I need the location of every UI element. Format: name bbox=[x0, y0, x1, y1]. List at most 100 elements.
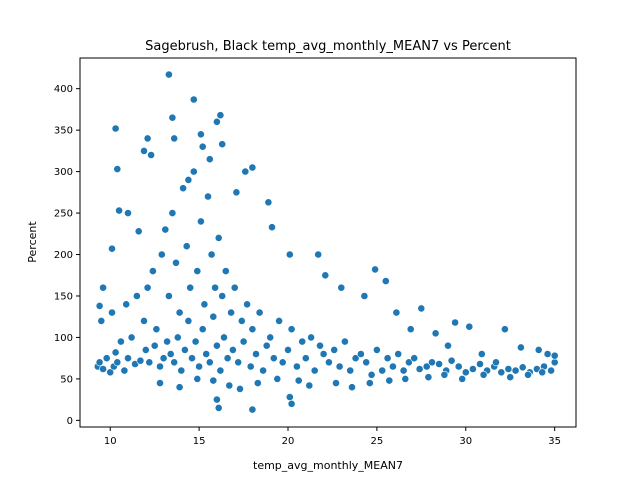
data-point bbox=[234, 358, 243, 367]
data-point bbox=[406, 325, 415, 334]
data-point bbox=[204, 192, 212, 201]
data-point bbox=[264, 198, 273, 207]
data-point bbox=[164, 70, 173, 79]
data-point bbox=[140, 146, 148, 155]
data-point bbox=[157, 250, 166, 259]
data-point bbox=[168, 209, 177, 217]
data-point bbox=[351, 354, 360, 363]
data-point bbox=[252, 350, 260, 358]
data-point bbox=[253, 379, 262, 387]
data-point bbox=[246, 362, 255, 371]
data-point bbox=[248, 405, 257, 414]
data-point bbox=[168, 113, 177, 122]
data-point bbox=[99, 365, 107, 373]
data-point bbox=[237, 316, 246, 325]
data-point bbox=[124, 209, 132, 217]
data-point bbox=[404, 358, 413, 367]
data-point bbox=[517, 343, 525, 352]
data-point bbox=[534, 345, 543, 354]
data-point bbox=[113, 358, 122, 367]
data-point bbox=[468, 365, 477, 373]
data-point bbox=[193, 267, 202, 275]
x-tick-label: 20 bbox=[282, 436, 295, 447]
data-point bbox=[170, 134, 179, 143]
data-point bbox=[243, 300, 251, 309]
data-point bbox=[492, 358, 500, 367]
data-point bbox=[102, 354, 111, 363]
y-tick-label: 0 bbox=[67, 416, 73, 427]
data-point bbox=[182, 242, 191, 251]
data-point bbox=[218, 140, 227, 149]
x-tick-label: 15 bbox=[193, 436, 206, 447]
data-point bbox=[164, 292, 173, 300]
data-point bbox=[367, 370, 376, 379]
data-point bbox=[186, 283, 195, 292]
data-point bbox=[120, 366, 129, 375]
data-point bbox=[95, 358, 104, 367]
data-point bbox=[232, 188, 241, 197]
data-point bbox=[458, 374, 467, 383]
data-point bbox=[284, 345, 292, 354]
data-point bbox=[230, 283, 239, 292]
data-point bbox=[500, 325, 509, 334]
data-point bbox=[124, 354, 132, 363]
data-point bbox=[152, 325, 161, 334]
data-point bbox=[401, 374, 410, 383]
data-point bbox=[362, 358, 371, 367]
x-tick-label: 10 bbox=[104, 436, 117, 447]
data-point bbox=[332, 379, 340, 387]
data-point bbox=[184, 175, 193, 184]
data-point bbox=[447, 356, 456, 365]
data-point bbox=[122, 300, 131, 309]
data-point bbox=[205, 155, 214, 164]
data-point bbox=[294, 376, 303, 385]
data-point bbox=[239, 337, 248, 346]
data-point bbox=[221, 267, 230, 275]
data-point bbox=[266, 333, 275, 342]
data-point bbox=[159, 354, 168, 363]
data-point bbox=[301, 354, 310, 363]
x-axis: 10 15 20 25 30 35 bbox=[104, 427, 561, 447]
data-point bbox=[145, 358, 154, 367]
data-point bbox=[275, 316, 283, 325]
y-axis: 0 50 100 150 200 250 300 350 400 bbox=[54, 84, 80, 427]
data-point bbox=[236, 384, 244, 393]
data-point bbox=[298, 337, 307, 346]
data-point bbox=[356, 350, 365, 358]
data-point bbox=[424, 373, 433, 382]
data-point bbox=[207, 250, 216, 259]
data-point bbox=[223, 354, 232, 363]
data-point bbox=[461, 368, 470, 377]
data-point bbox=[148, 267, 157, 275]
data-point bbox=[321, 271, 330, 280]
data-point bbox=[136, 356, 145, 365]
data-point bbox=[268, 223, 276, 232]
data-point bbox=[255, 308, 264, 317]
data-point bbox=[163, 337, 171, 346]
data-point bbox=[248, 325, 257, 334]
data-point bbox=[248, 163, 257, 172]
data-point bbox=[179, 184, 187, 193]
data-point bbox=[188, 354, 196, 363]
data-point bbox=[479, 370, 488, 379]
data-point bbox=[214, 233, 223, 242]
data-point bbox=[287, 325, 296, 334]
data-point bbox=[196, 217, 205, 226]
data-point bbox=[175, 308, 184, 317]
data-point bbox=[550, 351, 559, 360]
data-point bbox=[220, 333, 228, 342]
data-point bbox=[177, 366, 186, 375]
data-point bbox=[189, 95, 198, 104]
data-point bbox=[385, 376, 394, 385]
data-point bbox=[365, 379, 374, 387]
data-point bbox=[381, 277, 390, 285]
data-point bbox=[440, 370, 449, 379]
data-point bbox=[307, 333, 315, 342]
data-point bbox=[198, 325, 207, 334]
data-point bbox=[173, 333, 182, 342]
y-tick-label: 50 bbox=[60, 374, 73, 385]
data-point bbox=[140, 316, 148, 325]
data-point bbox=[543, 350, 552, 358]
data-point bbox=[108, 244, 116, 253]
y-tick-label: 350 bbox=[54, 126, 73, 137]
